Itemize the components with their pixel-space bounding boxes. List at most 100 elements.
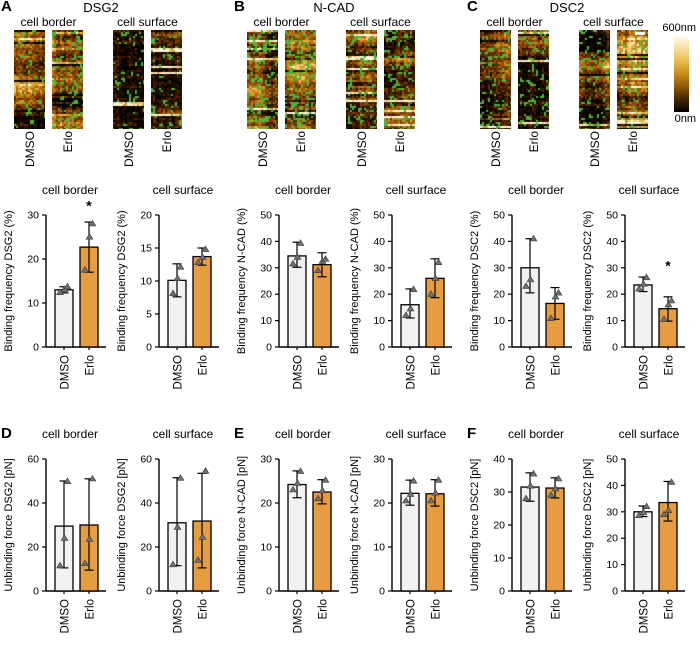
scatter-point: [296, 467, 305, 474]
scatter-point: [664, 300, 673, 308]
scatter-point: [529, 234, 538, 242]
scatter-point: [529, 469, 538, 477]
bar-chart: 0 20 40 60 Unbinding force DSG2 [pN] DMSO Erlo: [116, 454, 219, 634]
y-tick-label: 30: [493, 262, 505, 274]
chart-block: cell surface 0 10 20 30 40 50 Binding frequency…: [348, 183, 458, 403]
y-tick-label: 10: [606, 315, 618, 327]
scatter-point: [522, 282, 530, 289]
y-tick-label: 40: [606, 236, 618, 248]
y-tick-label: 10: [373, 315, 385, 327]
chart-block: cell border 0 10 20 30 Unbinding force N-CAD …: [235, 427, 345, 647]
height-colorbar: 600nm 0nm: [653, 22, 697, 126]
y-axis-label: Binding frequency DSG2 (%): [116, 210, 128, 351]
y-axis-label: Binding frequency DSG2 (%): [3, 210, 15, 351]
y-tick-label: 40: [260, 236, 272, 248]
scatter-point: [402, 496, 410, 504]
y-tick-label: 50: [606, 210, 618, 222]
y-tick-label: 5: [146, 309, 152, 321]
bar-chart: 0 10 20 30 40 50 Binding frequency DSC2 (%) DMS…: [469, 210, 572, 390]
x-tick-label: Erlo: [431, 599, 443, 619]
condition-label: Erlo: [159, 131, 174, 153]
x-tick-label: DMSO: [173, 355, 185, 390]
bar-erlo: [545, 487, 565, 592]
scatter-point: [198, 533, 207, 540]
bar-dmso: [54, 289, 74, 348]
y-tick-label: 0: [379, 342, 385, 354]
y-tick-label: 0: [612, 342, 618, 354]
scatter-point: [547, 314, 555, 321]
chart-block: cell border 0 10 20 30 40 50 Binding frequency …: [235, 183, 345, 403]
bar-dmso: [400, 492, 420, 592]
chart-section-label: cell border: [274, 427, 332, 441]
bar-chart: 0 10 20 30 40 Unbinding force DSC2 [pN] DMSO Er…: [469, 454, 572, 634]
y-tick-label: 50: [493, 210, 505, 222]
y-tick-label: 40: [27, 498, 39, 510]
scatter-point: [63, 477, 72, 484]
scatter-point: [85, 233, 94, 240]
panel-letter: E: [234, 425, 245, 442]
scatter-point: [201, 467, 210, 474]
y-tick-label: 60: [27, 454, 39, 466]
panel-title: DSC2: [549, 0, 585, 15]
y-tick-label: 20: [606, 289, 618, 301]
x-tick-label: DMSO: [293, 355, 305, 390]
condition-labels: DMSO Erlo: [113, 131, 182, 175]
bar-dmso: [633, 511, 653, 592]
scatter-point: [664, 506, 673, 513]
top-row: A DSG2 cell border DMSO Erlo cell surface DMSO…: [1, 0, 697, 403]
condition-labels: DMSO Erlo: [247, 131, 316, 175]
y-tick-label: 40: [493, 236, 505, 248]
condition-label-cell: DMSO: [247, 131, 278, 175]
y-axis-label: Unbinding force DSG2 [pN]: [116, 458, 128, 591]
scatter-point: [81, 559, 89, 566]
bar-chart: 0 10 20 30 40 50 Unbinding force DSC2 [pN] DMSO…: [582, 454, 685, 634]
panel-B: B N-CAD cell border DMSO Erlo cell surface DMS…: [233, 0, 466, 403]
panel-letter: F: [467, 425, 477, 442]
chart-section-label: cell surface: [152, 183, 214, 197]
y-tick-label: 0: [146, 342, 152, 354]
y-tick-label: 50: [260, 210, 272, 222]
afm-image-erlo: [518, 30, 549, 129]
scatter-point: [431, 274, 440, 281]
condition-label-cell: DMSO: [480, 131, 511, 175]
colorbar-gradient: [674, 36, 689, 112]
chart-block: cell surface 0 10 20 30 Unbinding force N-CAD…: [348, 427, 458, 647]
y-axis-label: Unbinding force DSG2 [pN]: [3, 458, 15, 591]
scatter-point: [431, 488, 440, 496]
condition-label-cell: Erlo: [151, 131, 182, 175]
y-tick-label: 10: [140, 276, 152, 288]
scatter-point: [60, 534, 69, 541]
colorbar-top-label: 600nm: [662, 22, 696, 34]
x-tick-label: Erlo: [664, 355, 676, 375]
chart-block: cell surface 0 10 20 30 40 50 Binding frequency…: [581, 183, 691, 403]
scatter-point: [289, 485, 297, 493]
scatter-point: [198, 253, 207, 260]
scatter-point: [194, 258, 202, 266]
bar-chart: 0 5 10 15 20 Binding frequency DSG2 (%) DMSO Er…: [116, 210, 219, 390]
chart-block: cell border 0 10 20 30 40 50 Binding frequency …: [468, 183, 578, 403]
image-area: cell border DMSO Erlo cell surface DMSO Erlo: [247, 15, 466, 175]
scatter-point: [551, 292, 560, 300]
charts-row: cell border 0 10 20 30 40 Unbinding force DSC2…: [468, 427, 699, 647]
y-tick-label: 30: [493, 487, 505, 499]
bar-dmso: [287, 255, 307, 348]
panel-letter: D: [1, 425, 12, 442]
group-label: cell border: [20, 15, 77, 29]
x-tick-label: DMSO: [406, 355, 418, 390]
y-tick-label: 20: [373, 289, 385, 301]
group-label: cell border: [486, 15, 543, 29]
y-tick-label: 50: [373, 210, 385, 222]
scatter-point: [427, 496, 435, 504]
afm-image-erlo: [384, 30, 415, 129]
y-tick-label: 10: [260, 542, 272, 554]
charts-row: cell border 0 10 20 30 Binding frequency DSG2…: [2, 183, 233, 403]
scatter-point: [526, 482, 535, 489]
y-tick-label: 0: [33, 342, 39, 354]
scatter-point: [660, 315, 668, 322]
y-tick-label: 30: [373, 454, 385, 466]
afm-image-dmso: [579, 30, 610, 129]
scatter-point: [526, 275, 535, 283]
bar-erlo: [312, 491, 332, 592]
panel-letter: C: [467, 0, 478, 15]
